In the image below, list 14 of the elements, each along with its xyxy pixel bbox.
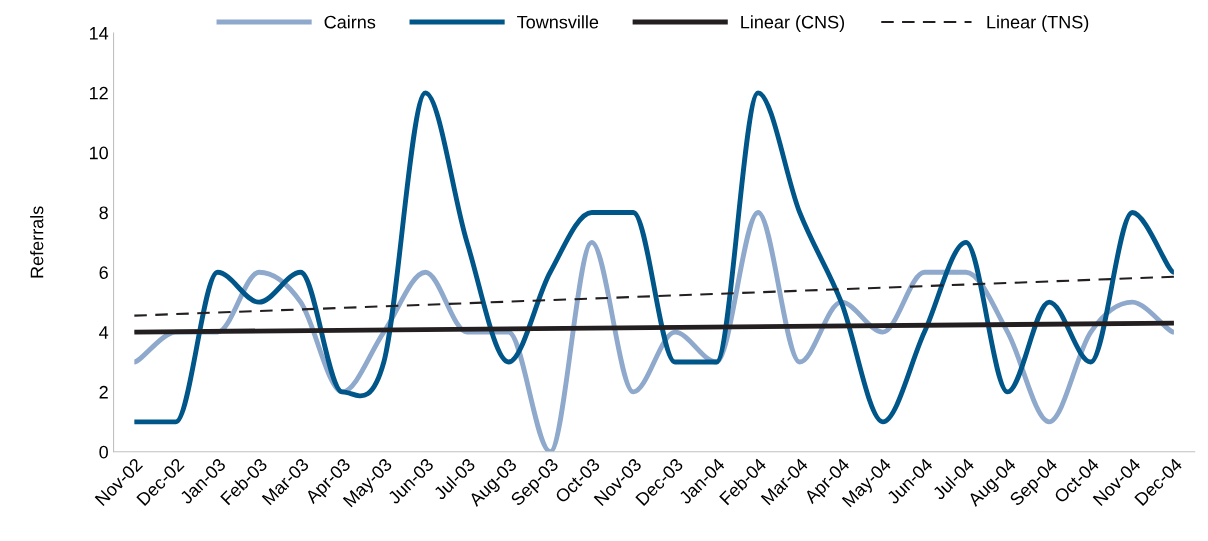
y-tick-label: 6 xyxy=(99,266,108,279)
y-tick-label: 2 xyxy=(99,385,108,399)
y-tick-label: 0 xyxy=(99,445,108,459)
legend-label: Cairns xyxy=(324,15,376,29)
y-tick-label: 4 xyxy=(99,326,109,339)
legend-label: Linear (CNS) xyxy=(741,15,845,33)
line-series xyxy=(131,90,1177,425)
y-tick-label: 8 xyxy=(99,206,108,220)
legend-label: Townsville xyxy=(517,15,599,29)
y-tick-label: 14 xyxy=(89,27,109,40)
legend-label: Linear (TNS) xyxy=(987,15,1089,33)
y-axis-title: Referrals xyxy=(30,206,44,278)
y-tick-label: 10 xyxy=(89,146,108,160)
y-tick-label: 12 xyxy=(89,86,108,100)
